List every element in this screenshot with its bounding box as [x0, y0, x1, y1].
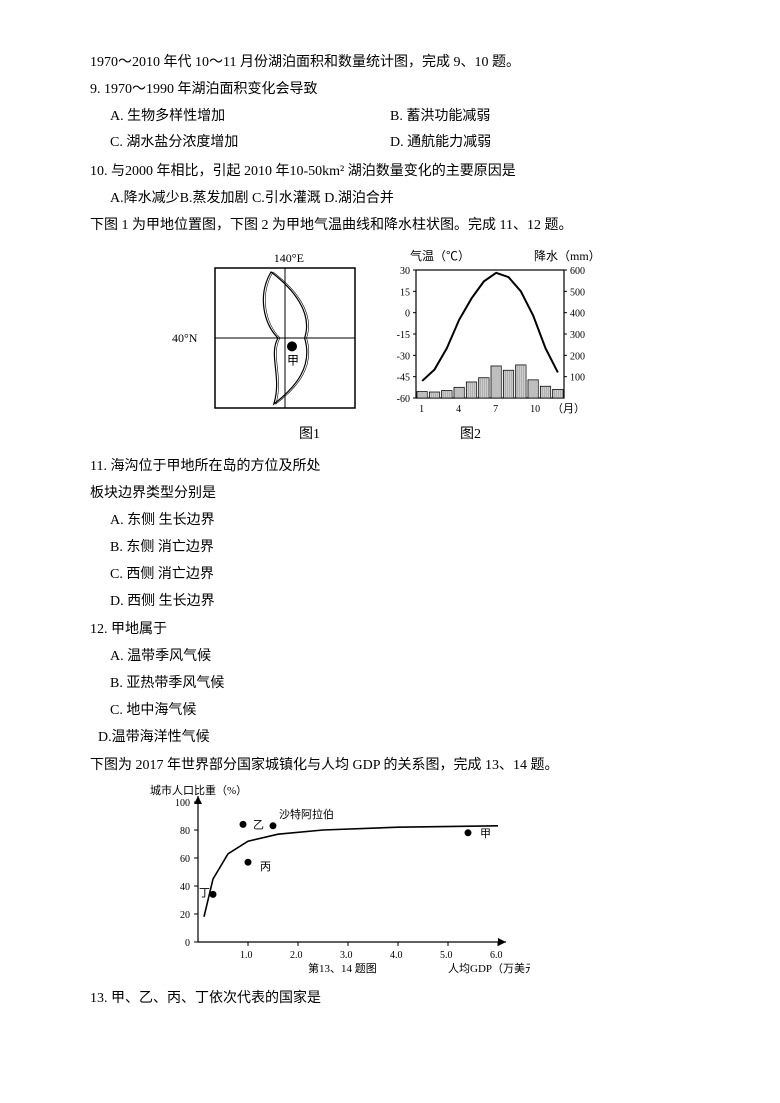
svg-text:-45: -45	[397, 373, 410, 384]
svg-text:1: 1	[419, 404, 424, 415]
q10-opts: A.降水减少B.蒸发加剧 C.引水灌溉 D.湖泊合并	[90, 186, 690, 211]
svg-text:3.0: 3.0	[340, 950, 353, 961]
q9-opt-a: A. 生物多样性增加	[110, 104, 390, 129]
q11-opt-d: D. 西侧 生长边界	[90, 589, 690, 614]
fig1-map: 140°E 40°N 甲	[170, 248, 360, 418]
svg-text:（月）: （月）	[552, 402, 585, 415]
q9-stem: 9. 1970～1990 年湖泊面积变化会导致	[90, 77, 690, 102]
svg-text:-15: -15	[397, 330, 410, 341]
q12-stem: 12. 甲地属于	[90, 617, 690, 642]
svg-text:40: 40	[180, 882, 190, 893]
q9-opt-b: B. 蓄洪功能减弱	[390, 104, 490, 129]
svg-text:600: 600	[570, 266, 585, 277]
q12-opt-c: C. 地中海气候	[90, 698, 690, 723]
q9-opt-d: D. 通航能力减弱	[390, 130, 491, 155]
svg-text:1.0: 1.0	[240, 950, 253, 961]
intro-fig12: 下图 1 为甲地位置图，下图 2 为甲地气温曲线和降水柱状图。完成 11、12 …	[90, 213, 690, 238]
svg-text:气温（℃）: 气温（℃）	[410, 248, 470, 263]
svg-text:-60: -60	[397, 394, 410, 405]
svg-text:140°E: 140°E	[274, 251, 304, 265]
svg-text:200: 200	[570, 352, 585, 363]
q11-stem1: 11. 海沟位于甲地所在岛的方位及所处	[90, 454, 690, 479]
svg-text:沙特阿拉伯: 沙特阿拉伯	[279, 807, 334, 821]
q11-opt-c: C. 西侧 消亡边界	[90, 562, 690, 587]
q12-opt-b: B. 亚热带季风气候	[90, 671, 690, 696]
svg-text:60: 60	[180, 854, 190, 865]
svg-text:10: 10	[530, 404, 540, 415]
q10-stem: 10. 与2000 年相比，引起 2010 年10-50km² 湖泊数量变化的主…	[90, 159, 690, 184]
svg-text:400: 400	[570, 309, 585, 320]
svg-text:乙: 乙	[253, 818, 264, 831]
svg-text:2.0: 2.0	[290, 950, 303, 961]
q12-opt-d: D.温带海洋性气候	[90, 725, 690, 750]
q11-stem2: 板块边界类型分别是	[90, 481, 690, 506]
svg-text:40°N: 40°N	[172, 331, 198, 345]
fig2-caption: 图2	[460, 422, 481, 447]
q11-opt-a: A. 东侧 生长边界	[90, 508, 690, 533]
q12-opt-a: A. 温带季风气候	[90, 644, 690, 669]
svg-text:人均GDP（万美元）: 人均GDP（万美元）	[448, 962, 530, 975]
svg-text:城市人口比重（%）: 城市人口比重（%）	[150, 783, 247, 797]
svg-text:80: 80	[180, 826, 190, 837]
svg-text:30: 30	[400, 266, 410, 277]
svg-text:4: 4	[456, 404, 461, 415]
fig1-caption: 图1	[299, 422, 320, 447]
fig2-climograph: 气温（℃） 降水（mm） 30 15 0 -15 -30 -45 -60 600 500 400 300…	[380, 248, 610, 418]
svg-text:100: 100	[570, 373, 585, 384]
svg-text:7: 7	[493, 404, 498, 415]
svg-text:甲: 甲	[480, 828, 491, 840]
q9-opt-c: C. 湖水盐分浓度增加	[110, 130, 390, 155]
svg-text:降水（mm）: 降水（mm）	[534, 249, 601, 263]
svg-text:300: 300	[570, 330, 585, 341]
svg-text:500: 500	[570, 288, 585, 299]
svg-text:20: 20	[180, 910, 190, 921]
svg-text:5.0: 5.0	[440, 950, 453, 961]
scatter-chart: 城市人口比重（%）100 80 60 40 20 0 1.0 2.0 3.0 4.0 5.0 6.0人…	[150, 782, 530, 982]
svg-text:-30: -30	[397, 352, 410, 363]
svg-text:0: 0	[405, 309, 410, 320]
q11-opt-b: B. 东侧 消亡边界	[90, 535, 690, 560]
svg-text:15: 15	[400, 288, 410, 299]
svg-text:丁: 丁	[199, 887, 210, 899]
svg-text:4.0: 4.0	[390, 950, 403, 961]
svg-text:甲: 甲	[287, 354, 299, 368]
intro-scatter: 下图为 2017 年世界部分国家城镇化与人均 GDP 的关系图，完成 13、14…	[90, 753, 690, 778]
svg-text:丙: 丙	[260, 861, 271, 873]
q13-stem: 13. 甲、乙、丙、丁依次代表的国家是	[90, 986, 690, 1011]
svg-text:0: 0	[185, 938, 190, 949]
svg-text:6.0: 6.0	[490, 950, 503, 961]
svg-text:100: 100	[175, 798, 190, 809]
svg-text:第13、14 题图: 第13、14 题图	[308, 961, 377, 975]
intro-top: 1970～2010 年代 10～11 月份湖泊面积和数量统计图，完成 9、10 …	[90, 50, 690, 75]
